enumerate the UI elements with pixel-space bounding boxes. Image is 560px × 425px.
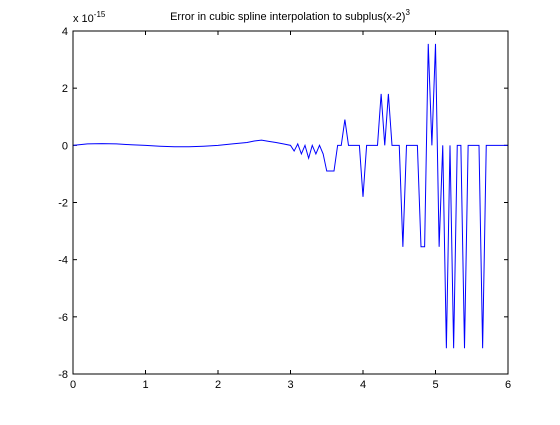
- y-multiplier-exponent: -15: [94, 10, 106, 19]
- y-tick-label: -4: [58, 255, 68, 267]
- x-tick-label: 1: [142, 379, 148, 391]
- series-layer: [72, 43, 508, 349]
- y-tick-label: -8: [58, 369, 68, 381]
- y-tick-label: -2: [58, 198, 68, 210]
- x-tick-label: 5: [432, 379, 438, 391]
- y-tick-label: -6: [58, 312, 68, 324]
- x-axis: 0 1 2 3 4 5 6: [70, 31, 511, 391]
- y-tick-label: 4: [62, 26, 68, 38]
- axes-box: [72, 30, 509, 375]
- y-tick-label: 0: [62, 140, 68, 152]
- chart-title: Error in cubic spline interpolation to s…: [170, 8, 410, 23]
- x-tick-label: 4: [360, 379, 366, 391]
- y-multiplier: x 10-15: [73, 10, 106, 25]
- x-tick-label: 0: [70, 379, 76, 391]
- title-superscript: 3: [405, 8, 410, 17]
- x-tick-label: 6: [505, 379, 511, 391]
- series-line: [72, 43, 508, 349]
- x-tick-label: 2: [215, 379, 221, 391]
- x-tick-label: 3: [287, 379, 293, 391]
- y-tick-label: 2: [62, 83, 68, 95]
